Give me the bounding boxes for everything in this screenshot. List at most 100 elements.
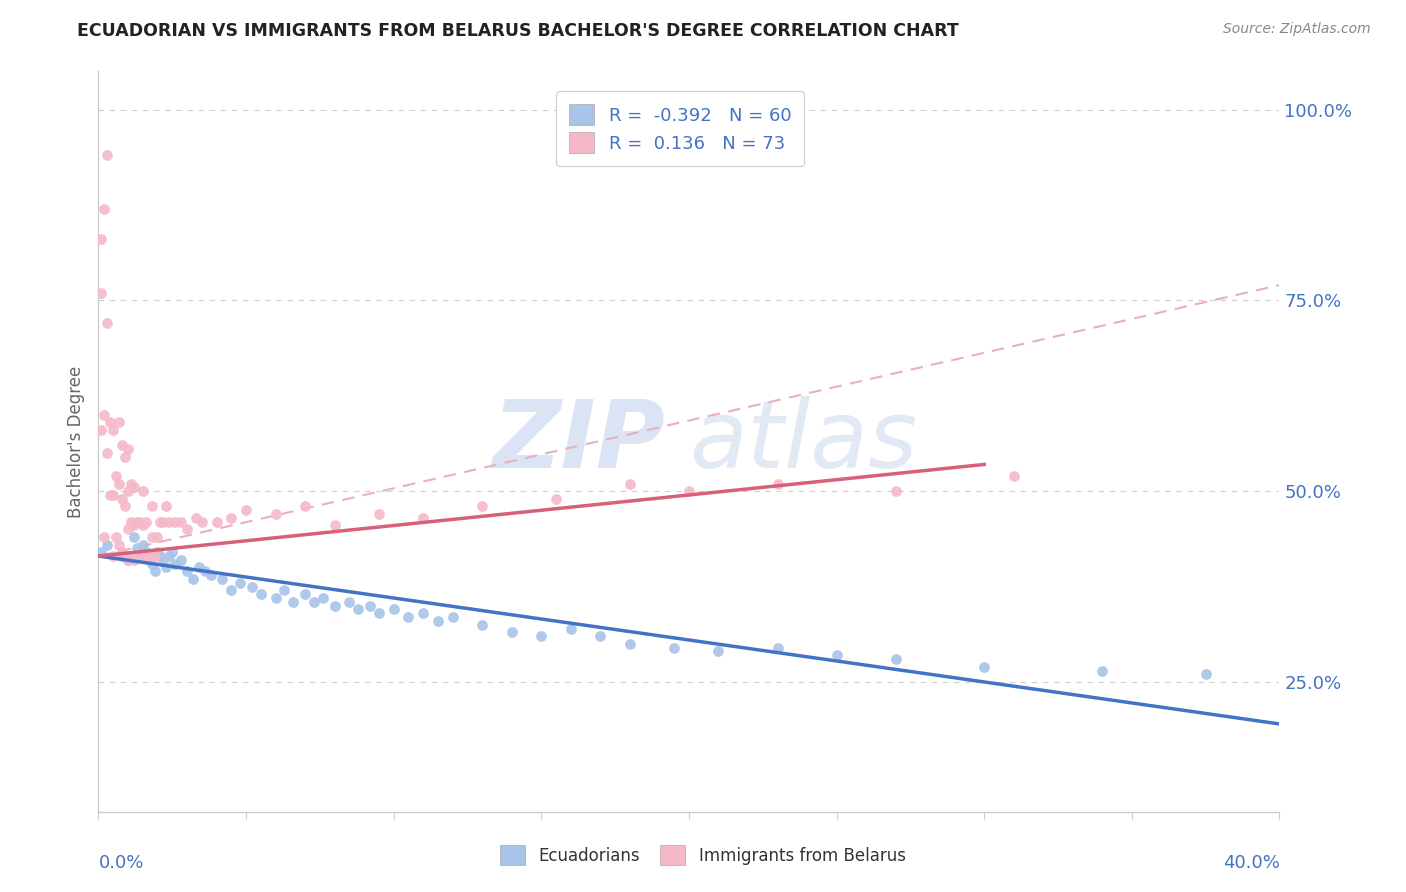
Point bbox=[191, 515, 214, 529]
Point bbox=[120, 549, 142, 563]
Point bbox=[229, 575, 252, 590]
Point bbox=[471, 617, 494, 632]
Point bbox=[412, 511, 434, 525]
Point bbox=[589, 629, 612, 643]
Point bbox=[264, 507, 287, 521]
Point bbox=[240, 580, 263, 594]
Point bbox=[294, 500, 316, 514]
Point bbox=[108, 416, 131, 430]
Point bbox=[132, 518, 155, 533]
Point bbox=[294, 587, 316, 601]
Point bbox=[135, 545, 157, 559]
Text: ZIP: ZIP bbox=[492, 395, 665, 488]
Point bbox=[128, 515, 150, 529]
Point bbox=[155, 500, 177, 514]
Point bbox=[111, 549, 134, 563]
Point bbox=[135, 515, 157, 529]
Point bbox=[141, 557, 163, 571]
Point bbox=[194, 564, 217, 578]
Point bbox=[165, 515, 187, 529]
Point bbox=[250, 587, 273, 601]
Point bbox=[117, 553, 139, 567]
Point bbox=[157, 549, 180, 563]
Point bbox=[312, 591, 335, 605]
Text: Source: ZipAtlas.com: Source: ZipAtlas.com bbox=[1223, 22, 1371, 37]
Point bbox=[128, 549, 150, 563]
Point bbox=[398, 610, 420, 624]
Point bbox=[108, 476, 131, 491]
Point bbox=[884, 652, 907, 666]
Point bbox=[98, 488, 121, 502]
Point bbox=[135, 549, 157, 563]
Point bbox=[273, 583, 295, 598]
Point bbox=[103, 423, 125, 437]
Point bbox=[125, 541, 148, 556]
Point bbox=[90, 423, 112, 437]
Point bbox=[103, 549, 125, 563]
Point bbox=[111, 545, 134, 559]
Point bbox=[187, 560, 209, 574]
Point bbox=[125, 515, 148, 529]
Point bbox=[359, 599, 381, 613]
Point bbox=[211, 572, 233, 586]
Point bbox=[221, 583, 243, 598]
Point bbox=[382, 602, 405, 616]
Legend: Ecuadorians, Immigrants from Belarus: Ecuadorians, Immigrants from Belarus bbox=[492, 837, 914, 873]
Point bbox=[96, 148, 118, 162]
Point bbox=[283, 595, 305, 609]
Point bbox=[825, 648, 848, 663]
Point bbox=[114, 450, 136, 464]
Point bbox=[427, 614, 450, 628]
Point bbox=[1091, 664, 1114, 678]
Point bbox=[152, 553, 174, 567]
Point bbox=[368, 507, 391, 521]
Point bbox=[117, 484, 139, 499]
Point bbox=[235, 503, 257, 517]
Point bbox=[664, 640, 686, 655]
Point bbox=[90, 285, 112, 300]
Point bbox=[149, 515, 172, 529]
Point bbox=[98, 416, 121, 430]
Point bbox=[96, 446, 118, 460]
Point bbox=[339, 595, 361, 609]
Point bbox=[93, 202, 115, 216]
Text: ECUADORIAN VS IMMIGRANTS FROM BELARUS BACHELOR'S DEGREE CORRELATION CHART: ECUADORIAN VS IMMIGRANTS FROM BELARUS BA… bbox=[77, 22, 959, 40]
Point bbox=[184, 511, 207, 525]
Point bbox=[157, 515, 180, 529]
Point bbox=[143, 549, 166, 563]
Point bbox=[323, 599, 346, 613]
Point bbox=[141, 500, 163, 514]
Point bbox=[132, 549, 155, 563]
Point bbox=[323, 518, 346, 533]
Point bbox=[264, 591, 287, 605]
Point bbox=[108, 538, 131, 552]
Legend: R =  -0.392   N = 60, R =  0.136   N = 73: R = -0.392 N = 60, R = 0.136 N = 73 bbox=[557, 92, 804, 166]
Y-axis label: Bachelor's Degree: Bachelor's Degree bbox=[66, 366, 84, 517]
Text: atlas: atlas bbox=[689, 396, 917, 487]
Point bbox=[117, 442, 139, 457]
Point bbox=[132, 538, 155, 552]
Point bbox=[221, 511, 243, 525]
Point bbox=[619, 476, 641, 491]
Text: 40.0%: 40.0% bbox=[1223, 854, 1279, 871]
Point bbox=[122, 553, 145, 567]
Point bbox=[90, 545, 112, 559]
Point bbox=[128, 549, 150, 563]
Point bbox=[90, 232, 112, 246]
Point bbox=[96, 316, 118, 330]
Point bbox=[441, 610, 464, 624]
Point bbox=[678, 484, 700, 499]
Point bbox=[530, 629, 553, 643]
Point bbox=[117, 553, 139, 567]
Point bbox=[149, 549, 172, 563]
Point bbox=[122, 518, 145, 533]
Point bbox=[368, 607, 391, 621]
Point bbox=[412, 607, 434, 621]
Point bbox=[176, 564, 198, 578]
Point bbox=[93, 408, 115, 422]
Point bbox=[105, 469, 128, 483]
Point bbox=[138, 549, 160, 563]
Point bbox=[141, 530, 163, 544]
Point bbox=[302, 595, 325, 609]
Point bbox=[114, 549, 136, 563]
